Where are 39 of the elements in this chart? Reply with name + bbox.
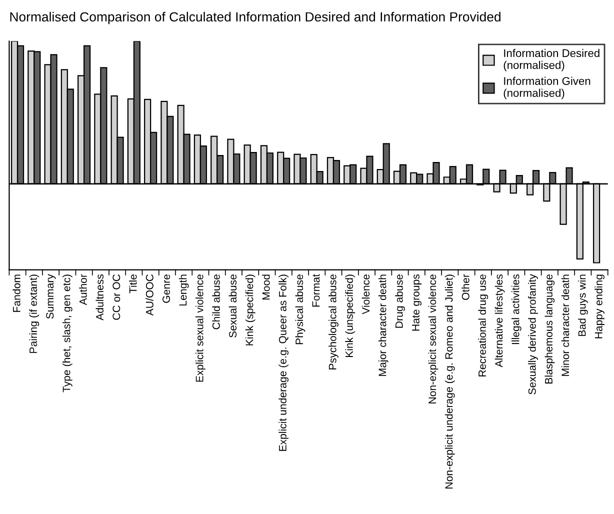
legend-label: Information Given (normalised) xyxy=(504,76,590,100)
x-tick-label: AU/OOC xyxy=(146,274,154,316)
x-tick-label: Title xyxy=(129,274,137,294)
x-tick-label: Other xyxy=(462,274,470,300)
x-tick-label: Type (het, slash, gen etc) xyxy=(62,274,72,392)
x-tick-label: Summary xyxy=(46,274,56,319)
x-tick-label: Blasphemous language xyxy=(544,274,555,384)
x-tick-label: Adultness xyxy=(96,274,104,320)
x-tick-label: Minor character death xyxy=(561,274,570,376)
x-tick-label: Hate groups xyxy=(412,274,422,331)
x-tick-label: Explicit underage (e.g. Queer as Folk) xyxy=(278,274,289,451)
x-tick-label: Bad guys win xyxy=(578,274,588,336)
x-tick-label: Non-explicit sexual violence xyxy=(428,274,438,404)
x-tick-label: Author xyxy=(79,274,87,306)
x-tick-label: Explicit sexual violence xyxy=(196,274,206,382)
x-tick-label: Drug abuse xyxy=(395,274,405,328)
x-tick-label: Kink (unspecified) xyxy=(345,274,356,358)
x-tick-label: Sexual abuse xyxy=(228,274,237,338)
x-tick-label: Psychological abuse xyxy=(328,274,338,370)
x-tick-label: Physical abuse xyxy=(295,274,306,344)
x-tick-label: Illegal activities xyxy=(511,274,522,344)
x-tick-label: Violence xyxy=(362,274,370,314)
x-tick-label: Kink (specified) xyxy=(245,274,256,346)
x-tick-label: Happy ending xyxy=(594,274,604,338)
x-tick-label: Format xyxy=(312,274,320,307)
x-tick-label: CC or OC xyxy=(112,274,120,320)
x-tick-label: Pairing (if extant) xyxy=(29,274,40,353)
x-tick-label: Fandom xyxy=(12,274,20,312)
x-tick-label: Length xyxy=(178,274,189,306)
x-tick-label: Major character death xyxy=(378,274,388,376)
x-tick-label: Child abuse xyxy=(212,274,220,330)
x-tick-label: Mood xyxy=(262,274,270,300)
x-tick-label: Sexually derived profanity xyxy=(528,274,538,394)
x-tick-label: Recreational drug use xyxy=(478,274,488,376)
legend-label: Information Desired (normalised) xyxy=(504,48,600,72)
chart-title: Normalised Comparison of Calculated Information Desired and Information Provided xyxy=(10,12,500,24)
x-tick-label: Non-explicit underage (e.g. Romeo and Juliet) xyxy=(444,274,455,488)
x-tick-label: Alternative lifestyles xyxy=(494,274,505,368)
x-tick-label: Genre xyxy=(162,274,170,303)
